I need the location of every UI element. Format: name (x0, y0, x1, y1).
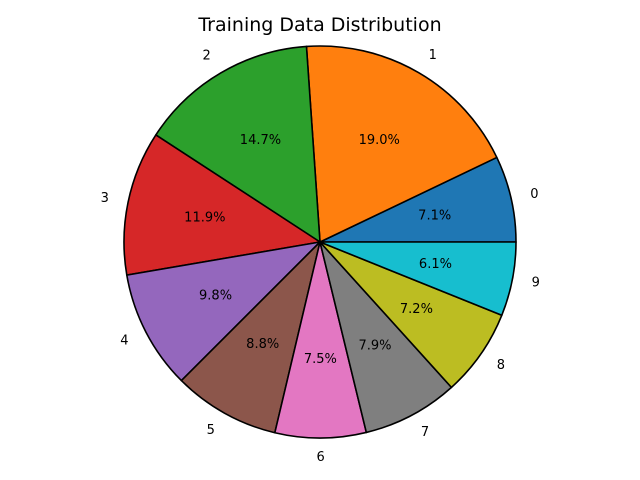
pie-category-label-7: 7 (421, 425, 429, 440)
pie-value-label-9: 6.1% (419, 257, 452, 272)
pie-slice-3 (123, 134, 321, 276)
pie-category-label-1: 1 (429, 48, 437, 63)
pie-value-label-3: 11.9% (184, 211, 225, 226)
pie-slice-4 (126, 241, 321, 382)
pie-slices (123, 45, 517, 439)
pie-value-label-6: 7.5% (304, 352, 337, 367)
pie-category-label-4: 4 (120, 334, 128, 349)
pie-category-label-3: 3 (101, 191, 109, 206)
pie-slice-9 (319, 241, 517, 317)
pie-value-label-4: 9.8% (199, 289, 232, 304)
pie-labels: 7.1% 0 19.0% 1 14.7% 2 11.9% 3 9.8% 4 8.8% 5 7.5% 6 7.… (101, 48, 540, 465)
chart-title: Training Data Distribution (197, 14, 441, 36)
pie-category-label-8: 8 (497, 358, 505, 373)
pie-category-label-9: 9 (532, 276, 540, 291)
pie-slice-1 (305, 45, 498, 243)
pie-category-label-6: 6 (317, 450, 325, 465)
pie-value-label-7: 7.9% (359, 338, 392, 353)
pie-category-label-0: 0 (530, 187, 538, 202)
pie-category-label-2: 2 (203, 49, 211, 64)
pie-slice-2 (155, 45, 321, 243)
pie-value-label-5: 8.8% (246, 337, 279, 352)
pie-category-label-5: 5 (207, 423, 215, 438)
pie-value-label-1: 19.0% (359, 133, 400, 148)
pie-value-label-2: 14.7% (240, 133, 281, 148)
pie-value-label-0: 7.1% (418, 208, 451, 223)
pie-value-label-8: 7.2% (400, 302, 433, 317)
pie-slice-7 (319, 241, 453, 434)
